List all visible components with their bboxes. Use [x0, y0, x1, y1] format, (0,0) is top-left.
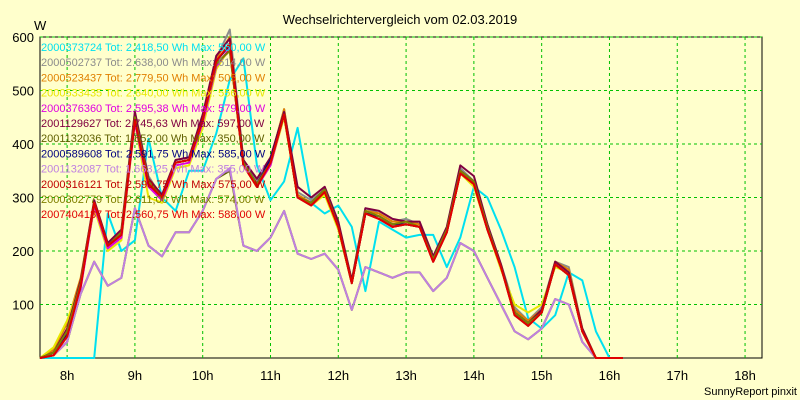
legend-entry: 2000523437 Tot: 2.779,50 Wh Max: 505,00 …: [41, 72, 266, 84]
legend-entry: 2000502737 Tot: 2.638,00 Wh Max: 614,00 …: [41, 57, 266, 69]
y-tick-label: 400: [12, 137, 34, 152]
legend-entry: 2001132036 Tot: 1.652,00 Wh Max: 350,00 …: [41, 133, 265, 145]
x-tick-label: 15h: [531, 368, 553, 383]
y-tick-label: 600: [12, 30, 34, 45]
x-tick-label: 9h: [128, 368, 142, 383]
legend-entry: 2000373724 Tot: 2.418,50 Wh Max: 560,00 …: [41, 42, 266, 54]
y-tick-label: 200: [12, 244, 34, 259]
y-axis-label: W: [34, 18, 47, 33]
legend: 2000373724 Tot: 2.418,50 Wh Max: 560,00 …: [41, 42, 266, 221]
y-axis: 100 200 300 400 500 600: [12, 30, 34, 313]
legend-entry: 2000302779 Tot: 2.611,00 Wh Max: 574,00 …: [41, 194, 265, 206]
x-tick-label: 14h: [463, 368, 485, 383]
x-tick-label: 12h: [327, 368, 349, 383]
series-line-9: [39, 167, 623, 359]
series-line-12: [39, 42, 623, 359]
legend-entry: 2007404187 Tot: 2.560,75 Wh Max: 588,00 …: [41, 209, 266, 221]
x-tick-label: 8h: [60, 368, 74, 383]
legend-entry: 2001132087 Tot: 1.663,25 Wh Max: 355,00 …: [41, 164, 265, 176]
y-tick-label: 300: [12, 191, 34, 206]
footer-credit: SunnyReport pinxit: [704, 386, 797, 398]
legend-entry: 2000533435 Tot: 2.640,00 Wh Max: 556,00 …: [41, 88, 266, 100]
legend-entry: 2000316121 Tot: 2.590,75 Wh Max: 575,00 …: [41, 179, 266, 191]
x-tick-label: 18h: [734, 368, 756, 383]
y-tick-label: 500: [12, 84, 34, 99]
x-tick-label: 10h: [192, 368, 214, 383]
x-tick-label: 11h: [260, 368, 281, 383]
legend-entry: 2000589608 Tot: 2.591,75 Wh Max: 585,00 …: [41, 148, 266, 160]
y-tick-label: 100: [12, 298, 34, 313]
chart-title: Wechselrichtervergleich vom 02.03.2019: [283, 12, 518, 27]
series-lines: [39, 28, 623, 359]
legend-entry: 2000376360 Tot: 2.595,38 Wh Max: 579,00 …: [41, 103, 266, 115]
x-tick-label: 17h: [666, 368, 688, 383]
legend-entry: 2001129627 Tot: 2.745,63 Wh Max: 597,00 …: [41, 118, 265, 130]
x-tick-label: 16h: [599, 368, 621, 383]
x-tick-label: 13h: [395, 368, 417, 383]
x-axis: 8h 9h 10h 11h 12h 13h 14h 15h 16h 17h 18h: [60, 368, 756, 383]
